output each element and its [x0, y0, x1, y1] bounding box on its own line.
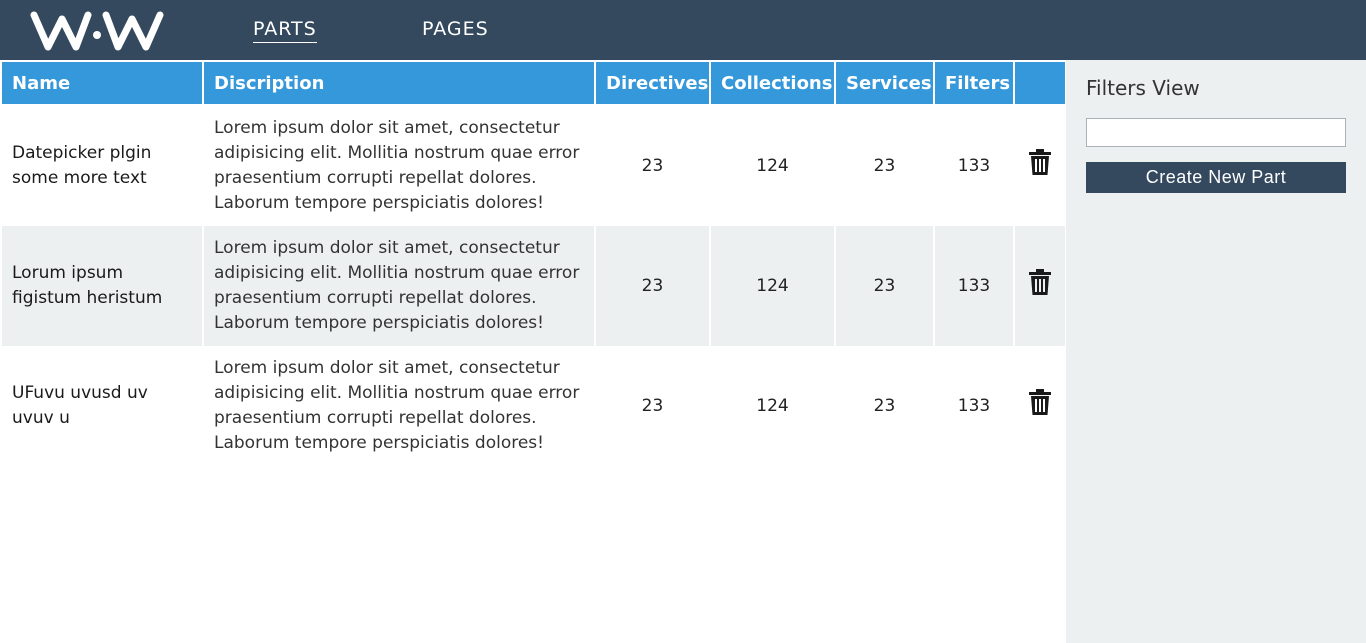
waw-logo[interactable] — [30, 5, 164, 53]
parts-table: Name Discription Directives Collections … — [0, 60, 1067, 466]
filters-panel: Filters View Create New Part — [1066, 60, 1366, 643]
directives-count: 23 — [594, 226, 711, 346]
services-count: 23 — [834, 226, 935, 346]
collections-count: 124 — [709, 226, 836, 346]
column-header-filters[interactable]: Filters — [933, 60, 1015, 106]
column-header-directives[interactable]: Directives — [594, 60, 711, 106]
services-count: 23 — [834, 346, 935, 466]
part-name: Datepicker plgin some more text — [0, 105, 204, 226]
collections-count: 124 — [709, 105, 836, 226]
collections-count: 124 — [709, 346, 836, 466]
filters-count: 133 — [933, 346, 1015, 466]
part-description: Lorem ipsum dolor sit amet, consectetur … — [202, 226, 596, 346]
row-actions — [1013, 346, 1067, 466]
services-count: 23 — [834, 105, 935, 226]
column-header-services[interactable]: Services — [834, 60, 935, 106]
nav-pages-link[interactable]: PAGES — [422, 18, 489, 40]
filters-view-title: Filters View — [1086, 76, 1200, 100]
filter-input[interactable] — [1086, 118, 1346, 147]
directives-count: 23 — [594, 346, 711, 466]
trash-icon[interactable] — [1028, 388, 1052, 416]
filters-count: 133 — [933, 226, 1015, 346]
table-row[interactable]: Datepicker plgin some more text Lorem ip… — [0, 105, 1067, 226]
parts-table-area: Name Discription Directives Collections … — [0, 60, 1067, 643]
table-row[interactable]: Lorum ipsum figistum heristum Lorem ipsu… — [0, 226, 1067, 346]
row-actions — [1013, 226, 1067, 346]
trash-icon[interactable] — [1028, 148, 1052, 176]
filters-count: 133 — [933, 105, 1015, 226]
column-header-description[interactable]: Discription — [202, 60, 596, 106]
part-description: Lorem ipsum dolor sit amet, consectetur … — [202, 346, 596, 466]
part-name: Lorum ipsum figistum heristum — [0, 226, 204, 346]
nav-parts-link[interactable]: PARTS — [253, 17, 317, 43]
column-header-actions — [1013, 60, 1067, 106]
column-header-collections[interactable]: Collections — [709, 60, 836, 106]
column-header-name[interactable]: Name — [0, 60, 204, 106]
row-actions — [1013, 105, 1067, 226]
top-navbar: PARTS PAGES — [0, 0, 1366, 60]
directives-count: 23 — [594, 105, 711, 226]
create-new-part-button[interactable]: Create New Part — [1086, 162, 1346, 193]
trash-icon[interactable] — [1028, 268, 1052, 296]
part-description: Lorem ipsum dolor sit amet, consectetur … — [202, 105, 596, 226]
table-row[interactable]: UFuvu uvusd uv uvuv u Lorem ipsum dolor … — [0, 346, 1067, 466]
part-name: UFuvu uvusd uv uvuv u — [0, 346, 204, 466]
table-header-row: Name Discription Directives Collections … — [0, 60, 1067, 106]
